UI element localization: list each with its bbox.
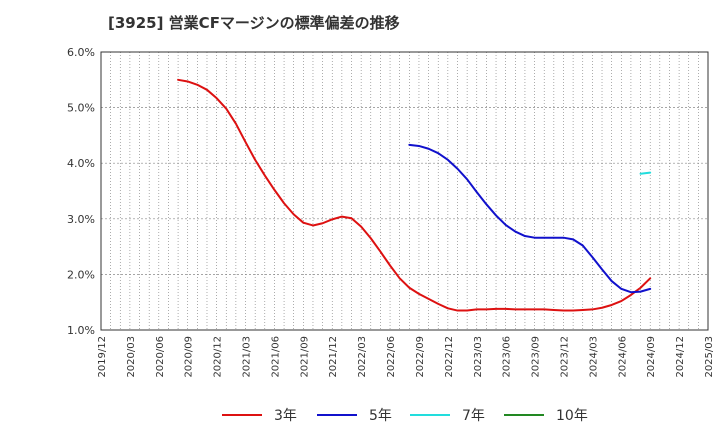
x-tick-label: 2020/12 — [213, 336, 224, 378]
x-tick-label: 2023/03 — [473, 336, 484, 378]
line-chart: 6.0%5.0%4.0%3.0%2.0%1.0% 2019/12 2020/03 2… — [67, 46, 715, 378]
legend-swatch-5y — [317, 414, 357, 416]
legend-label-3y: 3年 — [274, 408, 297, 424]
y-tick-label: 2.0% — [67, 268, 95, 281]
x-tick-label: 2024/03 — [588, 336, 599, 378]
x-tick-label: 2021/09 — [299, 336, 310, 378]
legend-item-5y: 5年 — [317, 402, 392, 428]
x-tick-label: 2021/06 — [270, 336, 281, 378]
plot-area — [100, 51, 709, 331]
x-tick-label: 2023/09 — [531, 336, 542, 378]
legend-swatch-10y — [504, 414, 544, 416]
x-tick-label: 2020/09 — [184, 336, 195, 378]
legend-label-10y: 10年 — [556, 408, 588, 424]
y-tick-label: 1.0% — [67, 324, 95, 337]
x-tick-label: 2024/06 — [617, 336, 628, 378]
grid — [101, 51, 708, 331]
chart-title: [3925] 営業CFマージンの標準偏差の推移 — [108, 14, 400, 32]
series-line-1 — [408, 143, 652, 294]
legend-label-5y: 5年 — [369, 408, 392, 424]
y-axis-ticks: 6.0% 5.0% 4.0% 3.0% 2.0% 1.0% — [67, 46, 95, 337]
x-tick-label: 2024/09 — [646, 336, 657, 378]
legend-item-3y: 3年 — [222, 402, 297, 428]
legend-label-7y: 7年 — [462, 408, 485, 424]
y-tick-label: 3.0% — [67, 213, 95, 226]
x-tick-label: 2021/03 — [242, 336, 253, 378]
x-tick-label: 2021/12 — [328, 336, 339, 378]
legend-swatch-7y — [410, 414, 450, 416]
x-tick-label: 2024/12 — [675, 336, 686, 378]
legend-item-7y: 7年 — [410, 402, 485, 428]
y-tick-label: 6.0% — [67, 46, 95, 59]
x-tick-label: 2023/12 — [559, 336, 570, 378]
series-line-0 — [177, 78, 652, 312]
x-tick-label: 2023/06 — [502, 336, 513, 378]
x-tick-label: 2020/03 — [126, 336, 137, 378]
x-tick-label: 2019/12 — [97, 336, 108, 378]
x-tick-label: 2022/09 — [415, 336, 426, 378]
y-tick-label: 5.0% — [67, 102, 95, 115]
x-tick-label: 2020/06 — [155, 336, 166, 378]
series-lines — [177, 78, 652, 312]
series-line-2 — [639, 171, 652, 175]
x-tick-label: 2022/06 — [386, 336, 397, 378]
x-axis-ticks: 2019/12 2020/03 2020/06 2020/09 2020/12 2021/… — [97, 336, 715, 378]
x-tick-label: 2022/03 — [357, 336, 368, 378]
x-tick-label: 2025/03 — [704, 336, 715, 378]
x-tick-label: 2022/12 — [444, 336, 455, 378]
legend: 3年 5年 7年 10年 — [0, 402, 720, 428]
y-tick-label: 4.0% — [67, 157, 95, 170]
legend-item-10y: 10年 — [504, 402, 588, 428]
legend-swatch-3y — [222, 414, 262, 416]
